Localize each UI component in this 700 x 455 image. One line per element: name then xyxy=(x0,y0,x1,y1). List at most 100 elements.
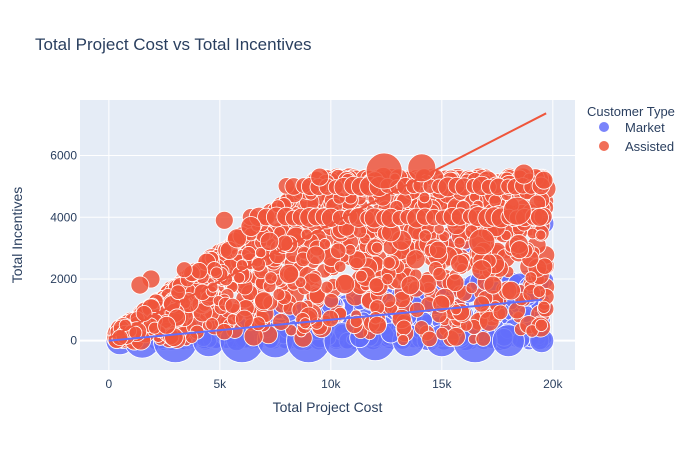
y-tick-label: 4000 xyxy=(50,210,77,224)
x-axis-title: Total Project Cost xyxy=(273,399,383,415)
assisted-point xyxy=(535,229,547,241)
assisted-point xyxy=(130,275,150,295)
assisted-point xyxy=(381,292,397,308)
assisted-point xyxy=(421,330,438,348)
assisted-point xyxy=(502,196,532,226)
assisted-point xyxy=(382,256,396,270)
assisted-point xyxy=(175,261,193,279)
legend-title: Customer Type xyxy=(587,104,675,119)
assisted-point xyxy=(435,326,449,341)
assisted-point xyxy=(501,280,521,301)
assisted-point xyxy=(483,275,503,295)
legend-label: Assisted xyxy=(625,139,674,154)
assisted-point xyxy=(170,284,186,300)
assisted-point xyxy=(318,238,331,251)
assisted-point xyxy=(259,231,280,252)
assisted-point xyxy=(445,273,465,292)
assisted-point xyxy=(432,266,447,282)
assisted-point xyxy=(254,291,274,311)
assisted-point xyxy=(465,281,478,295)
assisted-point xyxy=(128,325,143,340)
assisted-point xyxy=(323,293,340,309)
legend-item-market[interactable]: Market xyxy=(599,120,665,135)
y-tick-label: 0 xyxy=(70,334,77,348)
market-trendline xyxy=(108,298,542,342)
assisted-point xyxy=(453,236,466,249)
assisted-point xyxy=(405,249,426,270)
assisted-point xyxy=(330,242,347,259)
assisted-point xyxy=(354,269,368,283)
assisted-point xyxy=(395,319,412,336)
assisted-point xyxy=(524,271,538,284)
y-axis-ticks: 0 2000 4000 6000 xyxy=(50,149,77,348)
assisted-point xyxy=(534,170,554,190)
assisted-point xyxy=(264,271,278,285)
assisted-point xyxy=(272,288,286,301)
assisted-point xyxy=(240,216,262,237)
assisted-point xyxy=(368,277,385,294)
assisted-point xyxy=(530,207,549,227)
assisted-point xyxy=(276,234,294,252)
assisted-point xyxy=(210,266,223,280)
chart-title: Total Project Cost vs Total Incentives xyxy=(35,35,312,54)
assisted-point xyxy=(407,153,437,183)
assisted-point xyxy=(536,257,554,275)
assisted-point xyxy=(306,245,326,265)
assisted-point xyxy=(381,272,394,286)
assisted-point xyxy=(367,315,387,335)
assisted-point xyxy=(475,331,491,347)
assisted-point xyxy=(278,263,300,284)
legend-item-assisted[interactable]: Assisted xyxy=(599,139,674,154)
assisted-point xyxy=(215,323,233,341)
assisted-point xyxy=(409,301,425,318)
x-axis-ticks: 0 5k 10k 15k 20k xyxy=(106,377,564,391)
assisted-point xyxy=(446,327,466,347)
assisted-point xyxy=(492,304,509,321)
assisted-point xyxy=(334,260,347,273)
assisted-trendline xyxy=(108,112,547,340)
assisted-point xyxy=(320,280,334,294)
assisted-point xyxy=(468,228,496,256)
assisted-point xyxy=(224,297,241,314)
y-tick-label: 2000 xyxy=(50,272,77,286)
assisted-point xyxy=(157,315,177,335)
assisted-point xyxy=(418,191,431,204)
legend-marker xyxy=(599,122,609,132)
assisted-point xyxy=(450,254,470,273)
assisted-point xyxy=(294,276,307,289)
legend-label: Market xyxy=(625,120,665,135)
assisted-point xyxy=(428,240,448,260)
assisted-point xyxy=(510,240,529,260)
legend: Customer Type Market Assisted xyxy=(587,104,675,154)
x-tick-label: 0 xyxy=(106,377,113,391)
assisted-point xyxy=(365,152,403,190)
assisted-point xyxy=(414,320,430,336)
y-axis-title: Total Incentives xyxy=(9,187,25,284)
legend-marker xyxy=(599,141,609,151)
assisted-point xyxy=(371,241,384,254)
trendlines xyxy=(108,112,547,342)
assisted-point xyxy=(234,309,254,329)
assisted-point xyxy=(190,262,208,280)
y-tick-label: 6000 xyxy=(50,149,77,163)
assisted-point xyxy=(214,210,234,230)
x-tick-label: 15k xyxy=(432,377,452,391)
assisted-point xyxy=(205,317,219,331)
assisted-point xyxy=(537,300,551,314)
assisted-point xyxy=(272,313,290,331)
x-tick-label: 20k xyxy=(543,377,563,391)
assisted-point xyxy=(185,330,199,344)
assisted-point xyxy=(513,163,535,185)
x-tick-label: 10k xyxy=(321,377,341,391)
assisted-point xyxy=(227,228,247,249)
assisted-point xyxy=(397,334,410,346)
assisted-point xyxy=(418,229,432,243)
assisted-point xyxy=(400,275,421,296)
x-tick-label: 5k xyxy=(213,377,227,391)
assisted-point xyxy=(310,167,330,187)
assisted-point xyxy=(534,318,549,332)
assisted-point xyxy=(471,259,493,281)
assisted-point xyxy=(532,285,546,298)
